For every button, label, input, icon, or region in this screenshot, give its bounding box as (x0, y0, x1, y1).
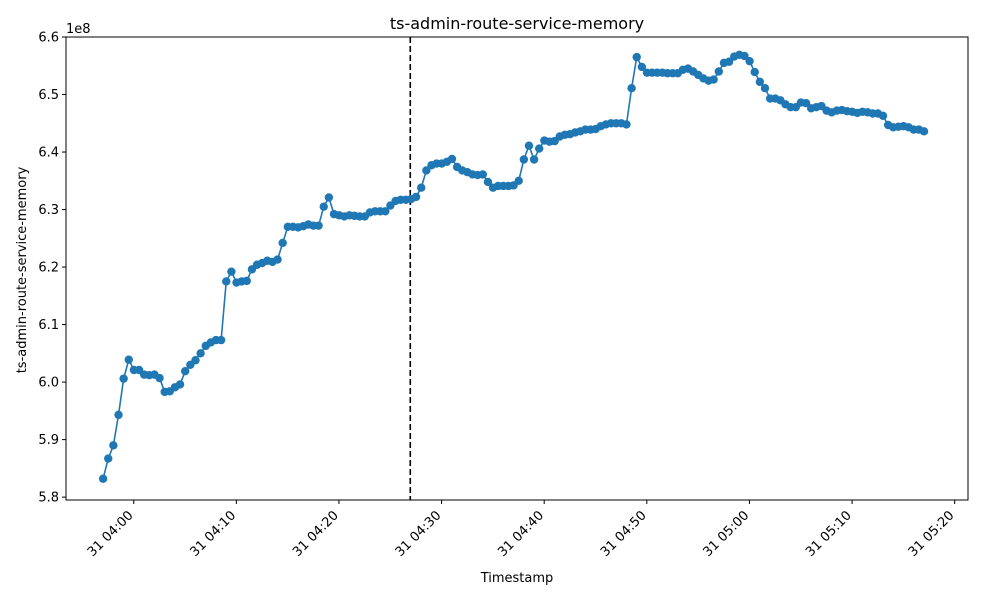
data-point (714, 67, 724, 76)
data-point (627, 83, 636, 93)
data-point (755, 77, 765, 87)
data-point (324, 193, 334, 202)
data-point (411, 192, 421, 202)
data-point (196, 349, 205, 358)
data-point (514, 176, 523, 185)
data-point (216, 335, 226, 345)
data-point (222, 277, 231, 286)
data-point (104, 454, 113, 463)
data-point (119, 374, 128, 383)
data-point (529, 155, 539, 164)
data-point (381, 207, 390, 216)
data-point (191, 356, 200, 365)
y-tick-label: 6.2 (38, 261, 59, 276)
y-tick-label: 6.4 (38, 146, 59, 161)
y-tick-label: 6.1 (38, 318, 59, 333)
data-point (278, 238, 287, 248)
data-point (478, 170, 487, 179)
data-point (273, 255, 282, 264)
data-point (447, 154, 457, 164)
data-point (750, 67, 759, 77)
data-point (417, 183, 426, 192)
data-point (709, 75, 718, 84)
data-point (760, 83, 770, 93)
y-tick-label: 6.6 (38, 31, 59, 46)
data-point (114, 410, 123, 420)
y-tick-label: 6.5 (38, 88, 59, 103)
y-axis-offset-label: 1e8 (66, 22, 91, 37)
y-tick-label: 5.9 (38, 433, 59, 448)
y-tick-label: 6.3 (38, 203, 59, 218)
data-point (535, 144, 544, 153)
data-point (314, 221, 323, 230)
data-point (155, 373, 164, 383)
data-point (227, 267, 236, 276)
data-point (919, 127, 929, 136)
data-point (175, 380, 185, 389)
y-axis-label: ts-admin-route-service-memory (15, 166, 30, 373)
x-axis-label: Timestamp (480, 571, 554, 586)
data-point (319, 202, 328, 211)
axes-frame (65, 36, 969, 501)
data-point (878, 111, 888, 121)
data-point (519, 155, 529, 164)
chart-title: ts-admin-route-service-memory (390, 14, 644, 33)
data-point (745, 56, 754, 66)
data-point (801, 98, 811, 108)
plot-area (98, 37, 929, 500)
data-point (524, 141, 534, 150)
y-tick-label: 6.0 (38, 376, 59, 391)
data-point (724, 57, 734, 66)
data-point (637, 62, 647, 72)
data-point (242, 276, 251, 286)
y-tick-label: 5.8 (38, 491, 59, 506)
data-point (109, 441, 118, 450)
data-point (124, 355, 133, 364)
data-point (181, 366, 190, 376)
y-axis-ticks: 5.8 5.9 6.0 6.1 6.2 6.3 6.4 6.5 6.6 (38, 31, 66, 506)
data-point (622, 120, 631, 129)
data-point (740, 51, 749, 61)
data-point (483, 177, 493, 187)
data-point (632, 52, 641, 62)
data-point (98, 474, 108, 483)
data-point (422, 166, 431, 175)
